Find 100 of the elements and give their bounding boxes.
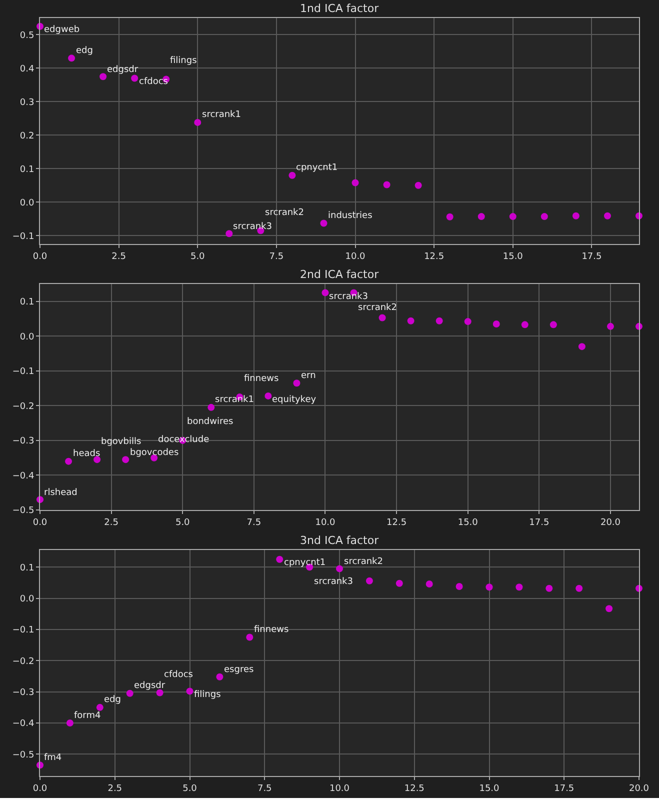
chart-title: 1nd ICA factor xyxy=(300,2,380,15)
annotation: filings xyxy=(170,56,198,66)
annotation: bondwires xyxy=(187,417,234,427)
annotation: ern xyxy=(301,371,316,381)
x-tick-label: 20.0 xyxy=(628,784,650,794)
annotation: edg xyxy=(76,46,93,56)
annotation: cpnycnt1 xyxy=(284,558,326,568)
point xyxy=(478,213,485,220)
annotation: bgovcodes xyxy=(130,448,179,458)
point xyxy=(186,688,194,695)
point xyxy=(194,118,202,126)
y-tick-label: −0.2 xyxy=(12,402,34,412)
annotation: cpnycnt1 xyxy=(296,163,338,173)
x-tick-label: 12.5 xyxy=(404,784,424,794)
y-tick-label: −0.1 xyxy=(12,232,34,242)
point xyxy=(276,556,284,563)
point xyxy=(366,577,373,584)
y-tick-label: 0.1 xyxy=(20,563,34,574)
point xyxy=(336,565,343,572)
x-tick-label: 5.0 xyxy=(175,518,190,528)
point xyxy=(492,320,500,328)
y-tick-label: −0.5 xyxy=(12,750,34,760)
point xyxy=(246,634,254,641)
annotation: cfdocs xyxy=(164,670,194,680)
x-tick-label: 12.5 xyxy=(424,252,444,262)
y-tick-label: 0.2 xyxy=(20,131,34,142)
point xyxy=(322,289,329,296)
chart-title: 3nd ICA factor xyxy=(300,534,380,547)
point xyxy=(293,380,300,387)
annotation: bgovbills xyxy=(101,437,142,447)
point xyxy=(66,720,74,727)
point xyxy=(546,584,553,592)
x-tick-label: 17.5 xyxy=(582,252,602,262)
y-tick-label: −0.4 xyxy=(12,719,34,730)
x-tick-label: 5.0 xyxy=(190,252,206,262)
y-tick-label: −0.3 xyxy=(12,688,34,698)
point xyxy=(96,704,104,711)
point xyxy=(131,74,138,82)
y-tick-label: 0.1 xyxy=(20,298,34,308)
point xyxy=(208,404,215,411)
annotation: srcrank1 xyxy=(202,110,241,120)
point xyxy=(396,580,403,587)
point xyxy=(426,580,433,588)
annotation: heads xyxy=(73,449,100,459)
point xyxy=(606,605,613,612)
point xyxy=(216,673,224,680)
annotation: srcrank3 xyxy=(233,222,272,232)
point xyxy=(94,456,101,464)
annotation: finnews xyxy=(244,374,279,384)
point xyxy=(226,230,233,238)
point xyxy=(65,458,72,465)
annotation: finnews xyxy=(254,625,289,635)
y-tick-label: 0.0 xyxy=(20,594,34,604)
x-tick-label: 7.5 xyxy=(246,518,262,528)
point xyxy=(122,456,130,464)
y-tick-label: −0.4 xyxy=(12,471,34,482)
annotation: filings xyxy=(194,690,222,700)
point xyxy=(288,172,296,179)
point xyxy=(456,582,463,590)
point xyxy=(414,182,422,189)
point xyxy=(464,318,472,326)
y-tick-label: 0.4 xyxy=(20,64,34,74)
point xyxy=(604,212,611,220)
x-tick-label: 20.0 xyxy=(600,518,621,528)
annotation: esgres xyxy=(224,665,254,675)
annotation: srcrank3 xyxy=(329,292,368,302)
annotation: srcrank1 xyxy=(215,395,254,405)
x-tick-label: 2.5 xyxy=(108,784,122,794)
y-tick-label: −0.5 xyxy=(12,506,34,516)
y-tick-label: 0.0 xyxy=(20,332,34,342)
x-tick-label: 7.5 xyxy=(269,252,284,262)
y-tick-label: −0.1 xyxy=(12,367,34,378)
y-tick-label: 0.1 xyxy=(20,164,34,175)
x-tick-label: 10.0 xyxy=(315,518,336,528)
point xyxy=(446,213,454,220)
x-tick-label: 17.5 xyxy=(554,784,574,794)
x-tick-label: 7.5 xyxy=(257,784,272,794)
point xyxy=(576,584,583,592)
point xyxy=(407,317,414,324)
point xyxy=(606,322,614,330)
x-tick-label: 5.0 xyxy=(182,784,198,794)
x-tick-label: 0.0 xyxy=(32,518,48,528)
annotation: form4 xyxy=(74,711,101,721)
annotation: srcrank3 xyxy=(314,577,353,587)
annotation: edgweb xyxy=(44,25,80,35)
x-tick-label: 17.5 xyxy=(529,518,550,528)
point xyxy=(572,212,580,220)
y-tick-label: −0.2 xyxy=(12,656,34,667)
annotation: fm4 xyxy=(44,753,62,763)
y-tick-label: −0.3 xyxy=(12,436,34,447)
point xyxy=(320,220,328,227)
point xyxy=(378,314,386,322)
point xyxy=(550,321,557,328)
point xyxy=(516,584,523,591)
annotation: rlshead xyxy=(44,488,78,498)
x-tick-label: 0.0 xyxy=(32,784,48,794)
y-tick-label: −0.1 xyxy=(12,626,34,636)
point xyxy=(352,179,359,186)
point xyxy=(540,213,548,220)
x-tick-label: 10.0 xyxy=(345,252,366,262)
